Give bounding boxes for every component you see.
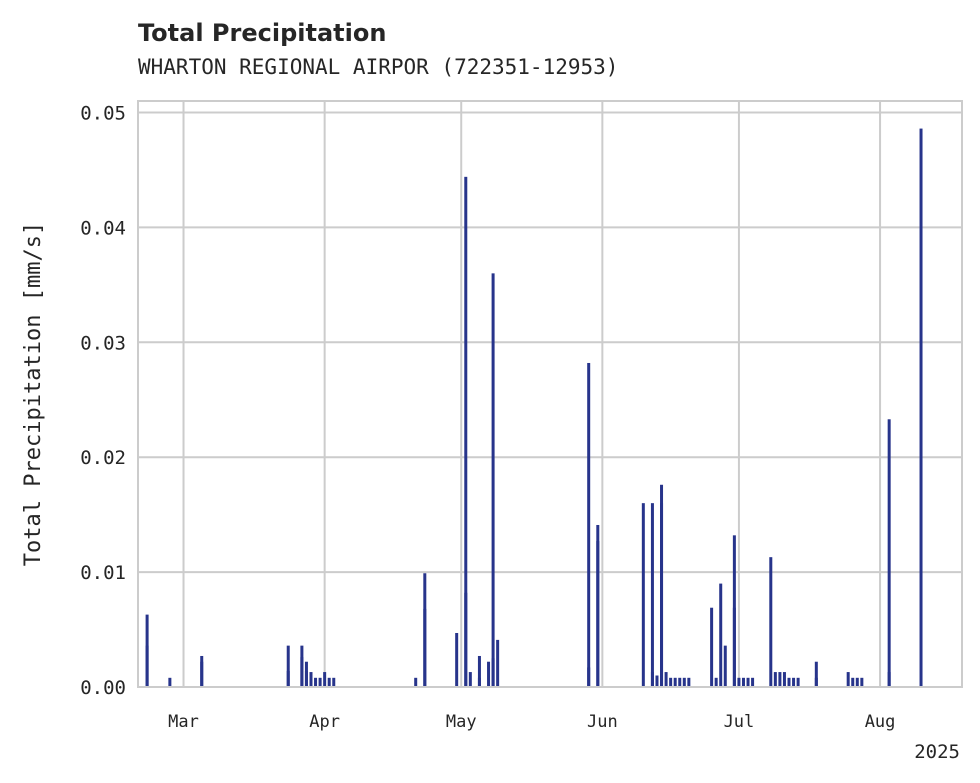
precipitation-bar [682, 677, 686, 687]
precipitation-bar [145, 614, 149, 687]
precipitation-bar [673, 677, 677, 687]
precipitation-bar [327, 677, 331, 687]
precipitation-bar [814, 677, 818, 687]
precipitation-bar [846, 672, 850, 687]
precipitation-bar [477, 677, 481, 687]
precipitation-bar [769, 557, 773, 687]
precipitation-bar [318, 677, 322, 687]
precipitation-bar [314, 677, 318, 687]
precipitation-bar [814, 661, 818, 687]
y-axis-label: Total Precipitation [mm/s] [21, 222, 46, 566]
x-tick-label: Jun [587, 712, 618, 732]
precipitation-bar [887, 672, 891, 687]
chart-subtitle: WHARTON REGIONAL AIRPOR (722351-12953) [138, 55, 618, 79]
precipitation-bar [587, 667, 591, 687]
precipitation-bar [641, 503, 645, 687]
precipitation-bar [851, 677, 855, 687]
precipitation-bar [919, 128, 923, 687]
x-tick-label: Apr [309, 712, 340, 732]
x-tick-label: Aug [865, 712, 896, 732]
precipitation-bar [855, 677, 859, 687]
precipitation-bar [496, 639, 500, 687]
precipitation-bar [304, 670, 308, 687]
precipitation-bar [732, 535, 736, 687]
precipitation-bar [746, 677, 750, 687]
precipitation-bar [737, 677, 741, 687]
precipitation-bar [792, 677, 796, 687]
y-tick-label: 0.03 [80, 332, 126, 354]
precipitation-bar [200, 655, 204, 687]
precipitation-bar [723, 645, 727, 687]
plot-frame [137, 100, 963, 688]
precipitation-bar [423, 573, 427, 687]
precipitation-bar [468, 672, 472, 687]
precipitation-bar [741, 677, 745, 687]
precipitation-bar [719, 583, 723, 687]
precipitation-bar [300, 657, 304, 687]
precipitation-bar [655, 675, 659, 687]
y-axis-ticks: 0.00 0.01 0.02 0.03 0.04 0.05 [80, 102, 126, 699]
precipitation-bar [286, 645, 290, 687]
x-tick-label: Jul [724, 712, 755, 732]
precipitation-bar [464, 592, 468, 687]
y-tick-label: 0.01 [80, 562, 126, 584]
bars-layer [145, 128, 923, 687]
y-tick-label: 0.00 [80, 677, 126, 699]
precipitation-bar [678, 677, 682, 687]
precipitation-bar [773, 672, 777, 687]
precipitation-bar [464, 176, 468, 687]
chart-title: Total Precipitation [138, 19, 386, 47]
precipitation-bar [782, 672, 786, 687]
precipitation-bar [309, 672, 313, 687]
precipitation-bar [491, 273, 495, 687]
precipitation-bar [650, 672, 654, 687]
precipitation-bar [687, 677, 691, 687]
precipitation-bar [414, 677, 418, 687]
x-tick-label: Mar [168, 712, 199, 732]
precipitation-bar [487, 661, 491, 687]
x-axis-ticks: Mar Apr May Jun Jul Aug [168, 712, 895, 732]
precipitation-bar [491, 658, 495, 687]
precipitation-bar [168, 677, 172, 687]
precipitation-bar [751, 677, 755, 687]
precipitation-bar [332, 677, 336, 687]
y-tick-label: 0.05 [80, 102, 126, 124]
y-tick-label: 0.02 [80, 447, 126, 469]
precipitation-bar [860, 677, 864, 687]
precipitation-bar [323, 672, 327, 687]
precipitation-bar [669, 677, 673, 687]
y-tick-label: 0.04 [80, 217, 126, 239]
precipitation-bar [286, 670, 290, 687]
precipitation-bar [778, 672, 782, 687]
precipitation-bar [596, 541, 600, 687]
precipitation-bar [796, 677, 800, 687]
precipitation-bar [710, 607, 714, 687]
precipitation-bar [664, 672, 668, 687]
precipitation-bar [714, 677, 718, 687]
precipitation-bar [787, 677, 791, 687]
precipitation-bar [660, 503, 664, 687]
grid-lines [138, 101, 962, 688]
x-tick-label: May [446, 712, 477, 732]
precipitation-bar [587, 362, 591, 687]
precipitation-bar [887, 419, 891, 687]
precipitation-bar [477, 655, 481, 687]
precipitation-bar [650, 503, 654, 687]
x-axis-year-label: 2025 [914, 741, 960, 763]
precipitation-bar [455, 632, 459, 687]
